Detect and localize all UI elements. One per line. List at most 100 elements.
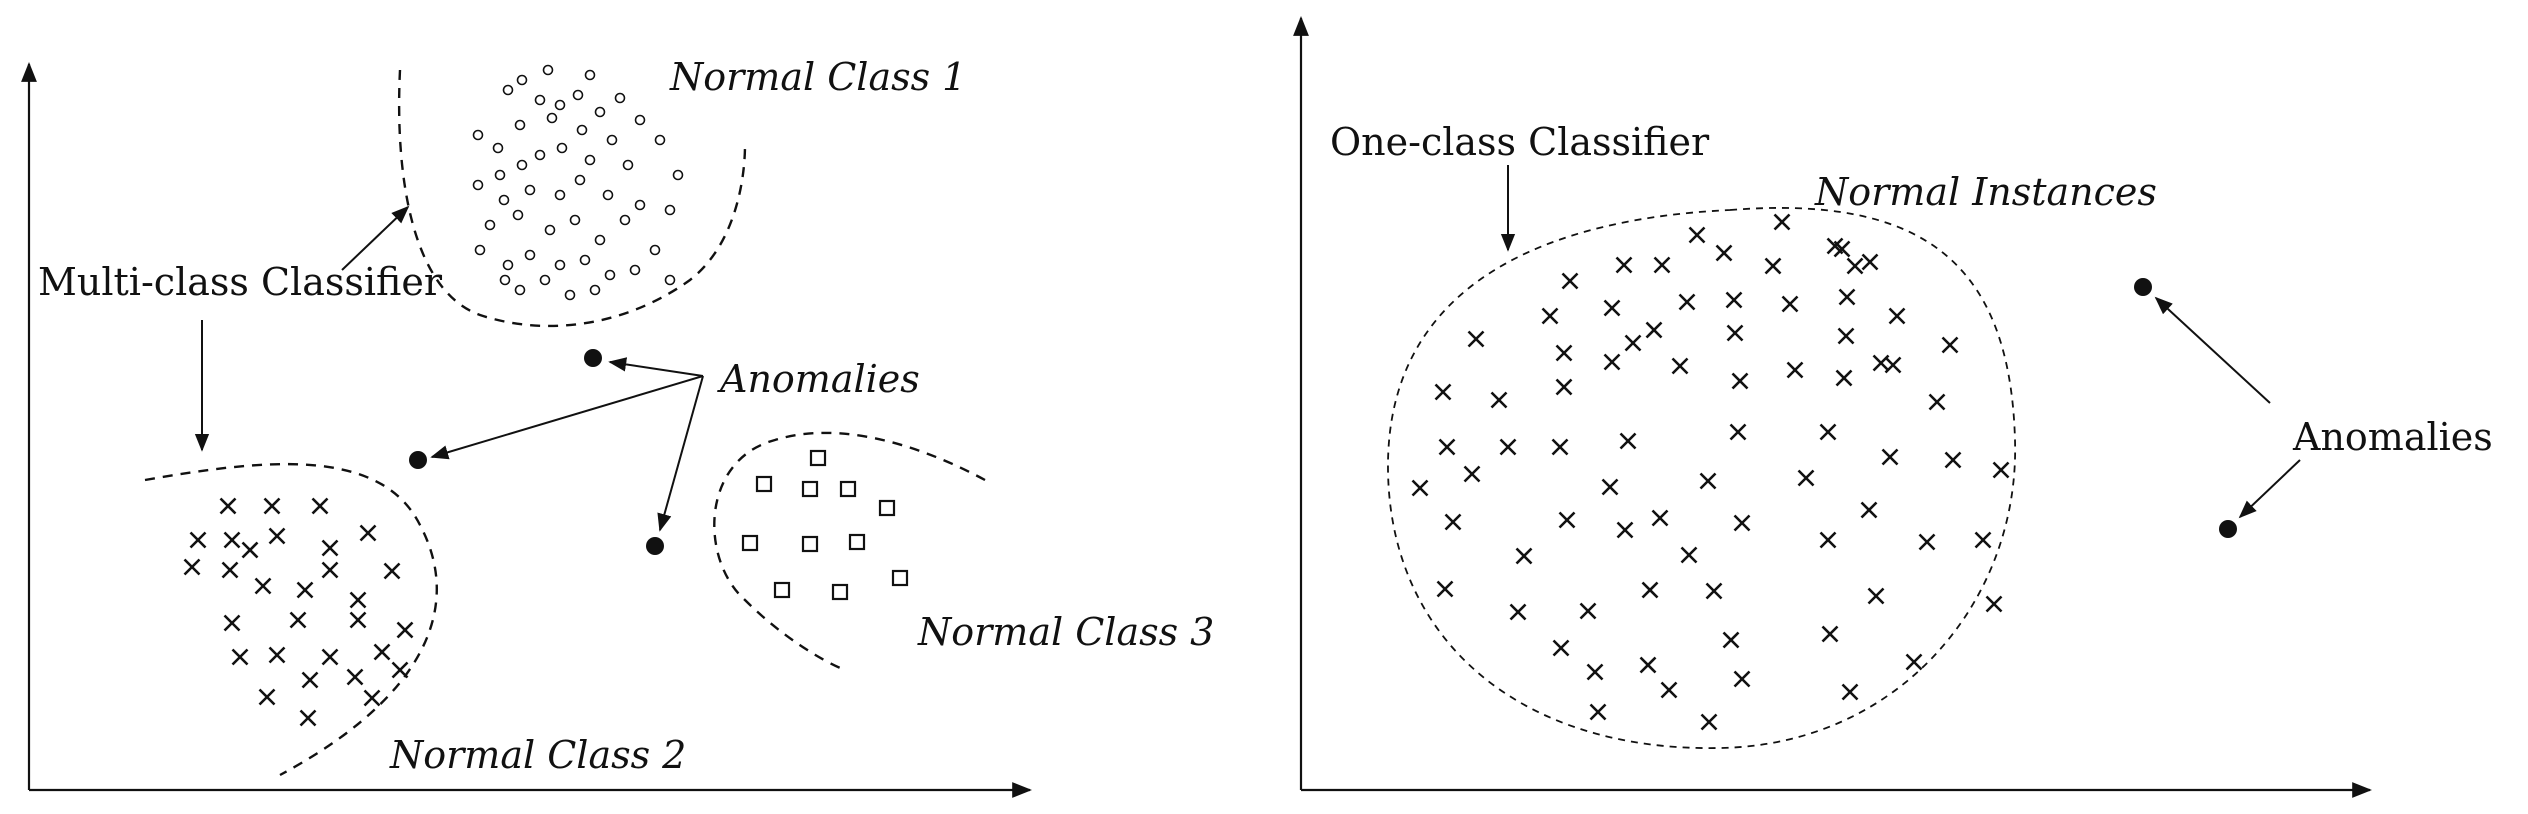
class1-point bbox=[499, 274, 511, 286]
cross-stroke bbox=[1944, 451, 1962, 469]
cross-stroke bbox=[1624, 334, 1642, 352]
class3-point bbox=[831, 583, 849, 601]
cross-stroke bbox=[1653, 256, 1671, 274]
cross-stroke bbox=[258, 688, 276, 706]
normal-instance-point bbox=[1773, 213, 1791, 231]
normal-instance-point bbox=[1515, 547, 1533, 565]
cross-stroke bbox=[1509, 603, 1527, 621]
normal-instance-point bbox=[1861, 253, 1879, 271]
class3-point bbox=[801, 535, 819, 553]
cross-stroke bbox=[1490, 391, 1508, 409]
class1-point bbox=[594, 106, 606, 118]
cross-stroke bbox=[1821, 625, 1839, 643]
cross-stroke bbox=[1941, 336, 1959, 354]
anomaly-arrow bbox=[430, 375, 704, 460]
class2-point bbox=[321, 648, 339, 666]
class3-point bbox=[773, 581, 791, 599]
cross-stroke bbox=[1781, 295, 1799, 313]
normal-instance-point bbox=[1651, 509, 1669, 527]
normal-instance-point bbox=[1645, 321, 1663, 339]
normal-instance-point bbox=[1841, 683, 1859, 701]
normal-instance-point bbox=[1700, 713, 1718, 731]
normal-instance-point bbox=[1678, 293, 1696, 311]
cross-stroke bbox=[383, 562, 401, 580]
label-anomalies-left: Anomalies bbox=[717, 357, 920, 401]
cross-stroke bbox=[241, 541, 259, 559]
cross-stroke bbox=[1861, 253, 1879, 271]
cross-stroke bbox=[1515, 547, 1533, 565]
cross-stroke bbox=[1444, 513, 1462, 531]
class1-point bbox=[619, 214, 631, 226]
normal-instance-point bbox=[1731, 372, 1749, 390]
cross-stroke bbox=[1688, 226, 1706, 244]
cross-stroke bbox=[1833, 240, 1851, 258]
cross-stroke bbox=[359, 524, 377, 542]
cross-stroke bbox=[1555, 378, 1573, 396]
class2-point bbox=[373, 643, 391, 661]
cross-stroke bbox=[1700, 713, 1718, 731]
cross-stroke bbox=[1725, 291, 1743, 309]
normal-instance-point bbox=[1837, 327, 1855, 345]
class2-point bbox=[396, 621, 414, 639]
normal-instance-point bbox=[1905, 653, 1923, 671]
cross-stroke bbox=[1561, 272, 1579, 290]
class2-point bbox=[346, 668, 364, 686]
normal-instance-point bbox=[1715, 244, 1733, 262]
normal-instance-point bbox=[1819, 531, 1837, 549]
normal-instance-point bbox=[1941, 336, 1959, 354]
cross-stroke bbox=[1733, 514, 1751, 532]
class2-point bbox=[258, 688, 276, 706]
class1-point bbox=[629, 264, 641, 276]
label-normal-instances: Normal Instances bbox=[1814, 170, 2157, 214]
cross-stroke bbox=[1715, 244, 1733, 262]
normal-instance-point bbox=[1660, 681, 1678, 699]
cross-stroke bbox=[1555, 344, 1573, 362]
cross-stroke bbox=[1603, 353, 1621, 371]
normal-instance-point bbox=[1722, 631, 1740, 649]
normal-instance-point bbox=[1729, 423, 1747, 441]
class1-point bbox=[614, 92, 626, 104]
cross-stroke bbox=[1641, 581, 1659, 599]
class1-point bbox=[664, 204, 676, 216]
class1-point bbox=[584, 154, 596, 166]
class2-point bbox=[349, 611, 367, 629]
normal-instance-point bbox=[1436, 580, 1454, 598]
cross-stroke bbox=[1558, 511, 1576, 529]
cross-stroke bbox=[1438, 438, 1456, 456]
normal-instance-point bbox=[1671, 357, 1689, 375]
cross-stroke bbox=[1619, 432, 1637, 450]
class3-point bbox=[809, 449, 827, 467]
cross-stroke bbox=[268, 646, 286, 664]
label-normal-class-1: Normal Class 1 bbox=[669, 55, 966, 99]
normal-instance-point bbox=[1438, 438, 1456, 456]
normal-instance-point bbox=[1867, 587, 1885, 605]
normal-instance-point bbox=[1797, 469, 1815, 487]
normal-instance-point bbox=[1555, 344, 1573, 362]
normal-instance-point bbox=[1680, 546, 1698, 564]
class1-point bbox=[516, 74, 528, 86]
class3-point bbox=[839, 480, 857, 498]
cross-stroke bbox=[289, 611, 307, 629]
class2-point bbox=[301, 671, 319, 689]
normal-instance-point bbox=[1688, 226, 1706, 244]
class1-point bbox=[539, 274, 551, 286]
normal-instance-points bbox=[1411, 213, 2010, 731]
cross-stroke bbox=[349, 591, 367, 609]
left-axes bbox=[21, 62, 1032, 798]
normal-instance-point bbox=[1603, 299, 1621, 317]
cross-stroke bbox=[1436, 580, 1454, 598]
cross-stroke bbox=[1699, 472, 1717, 490]
cross-stroke bbox=[1552, 639, 1570, 657]
cross-stroke bbox=[1846, 257, 1864, 275]
class1-point bbox=[544, 224, 556, 236]
right-panel: One-class Classifier Normal Instances An… bbox=[1293, 16, 2493, 798]
cross-stroke bbox=[223, 614, 241, 632]
class2-point bbox=[223, 531, 241, 549]
class1-point bbox=[554, 189, 566, 201]
label-anomalies-right: Anomalies bbox=[2292, 415, 2493, 459]
cross-stroke bbox=[1731, 372, 1749, 390]
cross-stroke bbox=[1671, 357, 1689, 375]
class1-point bbox=[634, 114, 646, 126]
cross-stroke bbox=[1467, 330, 1485, 348]
